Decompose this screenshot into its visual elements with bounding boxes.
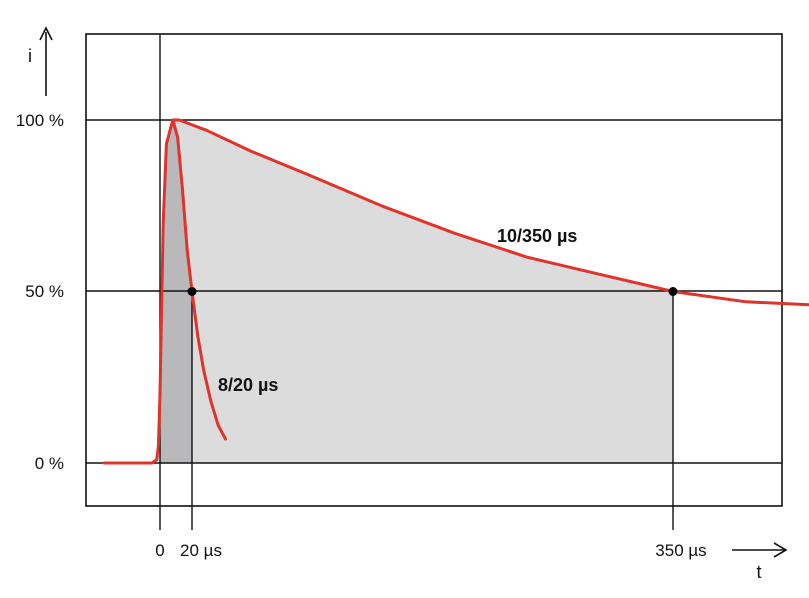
- x-axis-label: t: [756, 562, 761, 582]
- x-tick-20us: 20 µs: [180, 541, 222, 560]
- curve-10-350: [171, 118, 809, 307]
- x-tick-350us: 350 µs: [655, 541, 706, 560]
- curve-8-20: [102, 118, 227, 465]
- plot-frame: [85, 33, 783, 507]
- series-label-8-20: 8/20 µs: [218, 375, 278, 395]
- series-label-10-350: 10/350 µs: [497, 226, 577, 246]
- marker-20us-50pct: [187, 287, 197, 296]
- y-tick-50: 50 %: [25, 282, 64, 301]
- y-tick-0: 0 %: [35, 454, 64, 473]
- x-axis-arrow-head: [773, 542, 788, 558]
- x-tick-0: 0: [155, 541, 164, 560]
- y-axis-label: i: [28, 46, 32, 66]
- y-tick-100: 100 %: [16, 111, 64, 130]
- marker-350us-50pct: [668, 287, 678, 296]
- y-axis-arrow-head: [39, 26, 53, 41]
